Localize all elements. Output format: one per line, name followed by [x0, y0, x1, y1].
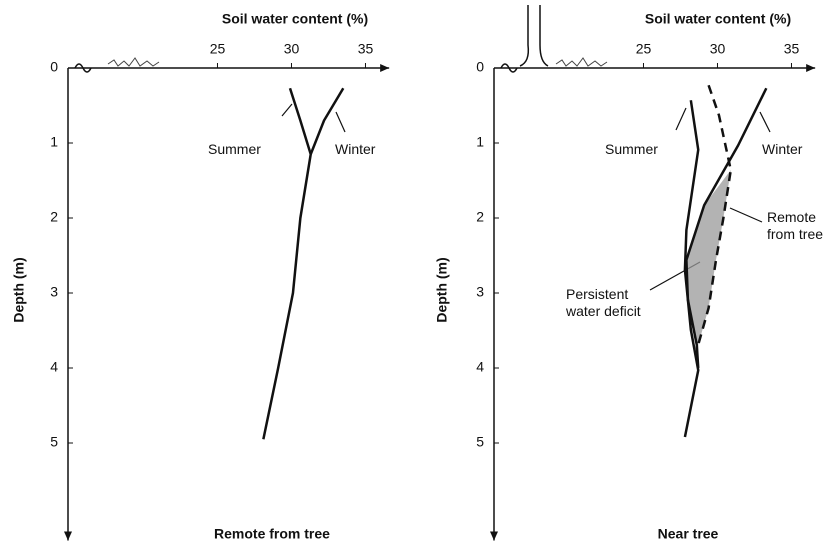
y-tick-label: 3: [50, 284, 58, 300]
y-tick-label: 0: [50, 59, 58, 75]
x-arrow: [380, 64, 389, 72]
y-axis-label: Depth (m): [434, 257, 450, 322]
arrow: [730, 208, 762, 222]
y-tick-label: 4: [50, 359, 58, 375]
arrow: [282, 104, 292, 116]
series-label: Summer: [605, 141, 658, 158]
axis-scribble: [108, 58, 159, 66]
y-tick-label: 2: [50, 209, 58, 225]
x-tick-label: 25: [636, 41, 652, 57]
y-axis-label: Depth (m): [11, 257, 27, 322]
series-label: Winter: [762, 141, 802, 158]
arrow: [676, 108, 686, 130]
x-tick-label: 30: [284, 41, 300, 57]
chart: 253035012345Soil water content (%)Depth …: [0, 0, 840, 544]
x-axis-label: Soil water content (%): [645, 11, 791, 27]
y-tick-label: 2: [476, 209, 484, 225]
y-tick-label: 3: [476, 284, 484, 300]
x-axis-label: Soil water content (%): [222, 11, 368, 27]
x-tick-label: 35: [358, 41, 374, 57]
series-label: Remote from tree: [767, 209, 839, 243]
y-arrow: [64, 532, 72, 541]
axis-scribble: [556, 58, 607, 66]
panel-title: Near tree: [658, 526, 719, 542]
series-line: [263, 88, 310, 439]
x-tick-label: 25: [210, 41, 226, 57]
arrow: [336, 112, 345, 132]
series-label: Winter: [335, 141, 375, 158]
y-tick-label: 5: [50, 434, 58, 450]
figure: 253035012345Soil water content (%)Depth …: [0, 0, 840, 544]
y-tick-label: 4: [476, 359, 484, 375]
y-arrow: [490, 532, 498, 541]
arrow: [760, 112, 770, 132]
y-tick-label: 5: [476, 434, 484, 450]
y-tick-label: 1: [50, 134, 58, 150]
panel-title: Remote from tree: [214, 526, 330, 542]
tree-sketch: [520, 5, 548, 66]
y-tick-label: 1: [476, 134, 484, 150]
x-arrow: [806, 64, 815, 72]
annotation: Persistent water deficit: [566, 286, 648, 320]
y-tick-label: 0: [476, 59, 484, 75]
series-label: Summer: [208, 141, 261, 158]
x-tick-label: 30: [710, 41, 726, 57]
x-tick-label: 35: [784, 41, 800, 57]
